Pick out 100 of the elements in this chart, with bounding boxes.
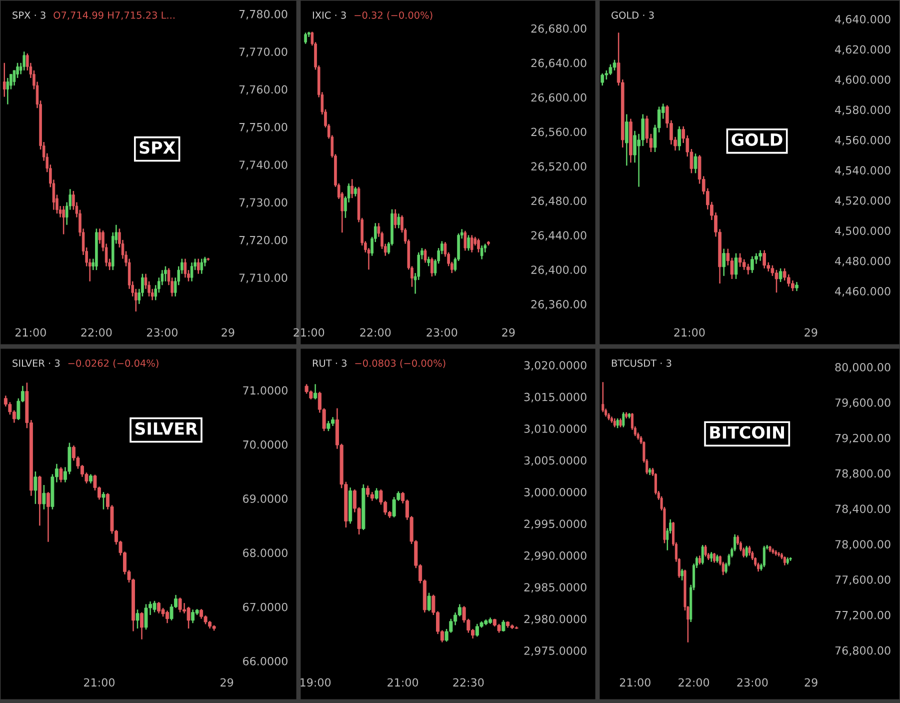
candlestick — [397, 212, 400, 229]
candlestick — [200, 258, 204, 274]
y-tick-label: 67.0000 — [243, 602, 288, 612]
candlestick — [140, 612, 144, 640]
y-tick-label: 7,770.00 — [239, 48, 288, 58]
candlestick — [424, 248, 427, 264]
candlestick — [144, 604, 148, 630]
y-tick-label: 4,560.000 — [835, 136, 890, 146]
candlestick — [786, 274, 790, 288]
y-tick-label: 7,710.00 — [239, 274, 288, 284]
y-tick-label: 3,005.0000 — [524, 456, 586, 466]
candlestick — [738, 252, 742, 268]
y-tick-label: 68.0000 — [243, 548, 288, 558]
candlestick — [762, 250, 766, 270]
y-tick-label: 2,990.0000 — [524, 551, 586, 561]
candlestick — [645, 115, 649, 144]
candlestick — [745, 545, 748, 558]
x-tick-label: 22:30 — [453, 678, 484, 687]
y-tick-label: 4,620.000 — [835, 45, 890, 55]
candlestick — [470, 234, 474, 253]
candlestick — [326, 420, 330, 432]
y-tick-label: 7,740.00 — [239, 160, 288, 170]
y-tick-label: 26,400.00 — [531, 266, 586, 276]
candlestick — [136, 608, 140, 630]
candlestick — [600, 72, 604, 86]
candlestick — [758, 250, 762, 262]
y-tick-label: 70.0000 — [243, 440, 288, 449]
text: −0.0262 (−0.04%) — [68, 359, 158, 368]
candlestick — [710, 551, 713, 562]
x-tick-label: 21:00 — [674, 328, 705, 337]
text: SILVER · 3 — [12, 359, 60, 367]
y-tick-label: 2,980.0000 — [524, 614, 586, 624]
y-tick-label: 69.0000 — [243, 494, 288, 503]
y-tick-label: 71.0000 — [243, 386, 288, 395]
candlestick — [88, 474, 92, 484]
candlestick — [374, 488, 378, 500]
candlestick — [746, 263, 750, 276]
candlestick — [6, 77, 10, 105]
y-tick-label: 4,640.000 — [835, 15, 890, 25]
candlestick — [622, 412, 625, 428]
x-tick-label: 22:00 — [678, 678, 710, 687]
candlestick — [304, 32, 307, 44]
candlestick — [701, 544, 704, 566]
candlestick — [762, 545, 766, 568]
x-tick-label: 29 — [502, 328, 515, 337]
y-tick-label: 77,200.00 — [835, 610, 890, 620]
annotation: SPX — [140, 141, 176, 154]
candlestick — [42, 484, 46, 510]
candlestick — [502, 619, 506, 632]
candlestick — [178, 597, 182, 613]
y-tick-label: 80,000.00 — [835, 363, 890, 373]
candlestick — [427, 592, 431, 612]
candlestick — [742, 258, 746, 271]
y-tick-label: 7,720.00 — [239, 236, 288, 246]
y-tick-label: 66.0000 — [243, 656, 288, 666]
x-tick-label: 21:00 — [84, 678, 115, 687]
x-tick-label: 22:00 — [81, 328, 112, 337]
x-tick-label: 23:00 — [737, 678, 768, 687]
y-tick-label: 3,000.0000 — [524, 488, 586, 498]
y-tick-label: 26,480.00 — [531, 196, 586, 206]
x-tick-label: 29 — [222, 328, 234, 337]
candlestick — [480, 244, 484, 260]
y-tick-label: 2,975.0000 — [524, 646, 586, 656]
candlestick — [350, 178, 354, 199]
y-tick-label: 4,600.000 — [835, 75, 890, 85]
y-tick-label: 26,640.00 — [531, 58, 586, 68]
text: −0.0803 (−0.00%) — [355, 359, 446, 368]
candlestick — [157, 601, 161, 614]
y-tick-label: 2,995.0000 — [524, 520, 586, 530]
y-tick-label: 4,520.000 — [835, 196, 890, 206]
candlestick — [164, 266, 167, 282]
y-tick-label: 7,730.00 — [239, 198, 288, 208]
candlestick — [430, 256, 434, 278]
candlestick — [608, 64, 612, 76]
y-tick-label: 3,010.0000 — [524, 424, 586, 434]
candlestick — [612, 59, 616, 72]
candlestick — [680, 568, 684, 582]
y-tick-label: 26,440.00 — [531, 231, 586, 241]
candlestick — [678, 126, 681, 152]
candlestick — [314, 384, 318, 400]
x-tick-label: 23:00 — [426, 328, 458, 337]
text: SPX · 3 — [12, 11, 46, 19]
y-tick-label: 76,800.00 — [835, 646, 890, 656]
candlestick — [464, 230, 467, 252]
x-tick-label: 23:00 — [147, 328, 178, 337]
y-tick-label: 26,360.00 — [531, 300, 586, 310]
y-tick-label: 4,500.000 — [835, 226, 890, 236]
text: GOLD · 3 — [612, 11, 654, 19]
candlestick — [152, 600, 156, 613]
x-tick-label: 21:00 — [388, 678, 418, 687]
candlestick — [616, 418, 619, 429]
y-tick-label: 7,750.00 — [239, 122, 288, 132]
candlestick — [704, 544, 707, 558]
candlestick — [394, 208, 397, 229]
candlestick — [46, 491, 50, 542]
candlestick — [22, 50, 26, 72]
candlestick — [366, 485, 370, 498]
y-tick-label: 77,600.00 — [835, 575, 890, 586]
candlestick — [200, 608, 204, 620]
y-tick-label: 78,400.00 — [835, 504, 890, 514]
